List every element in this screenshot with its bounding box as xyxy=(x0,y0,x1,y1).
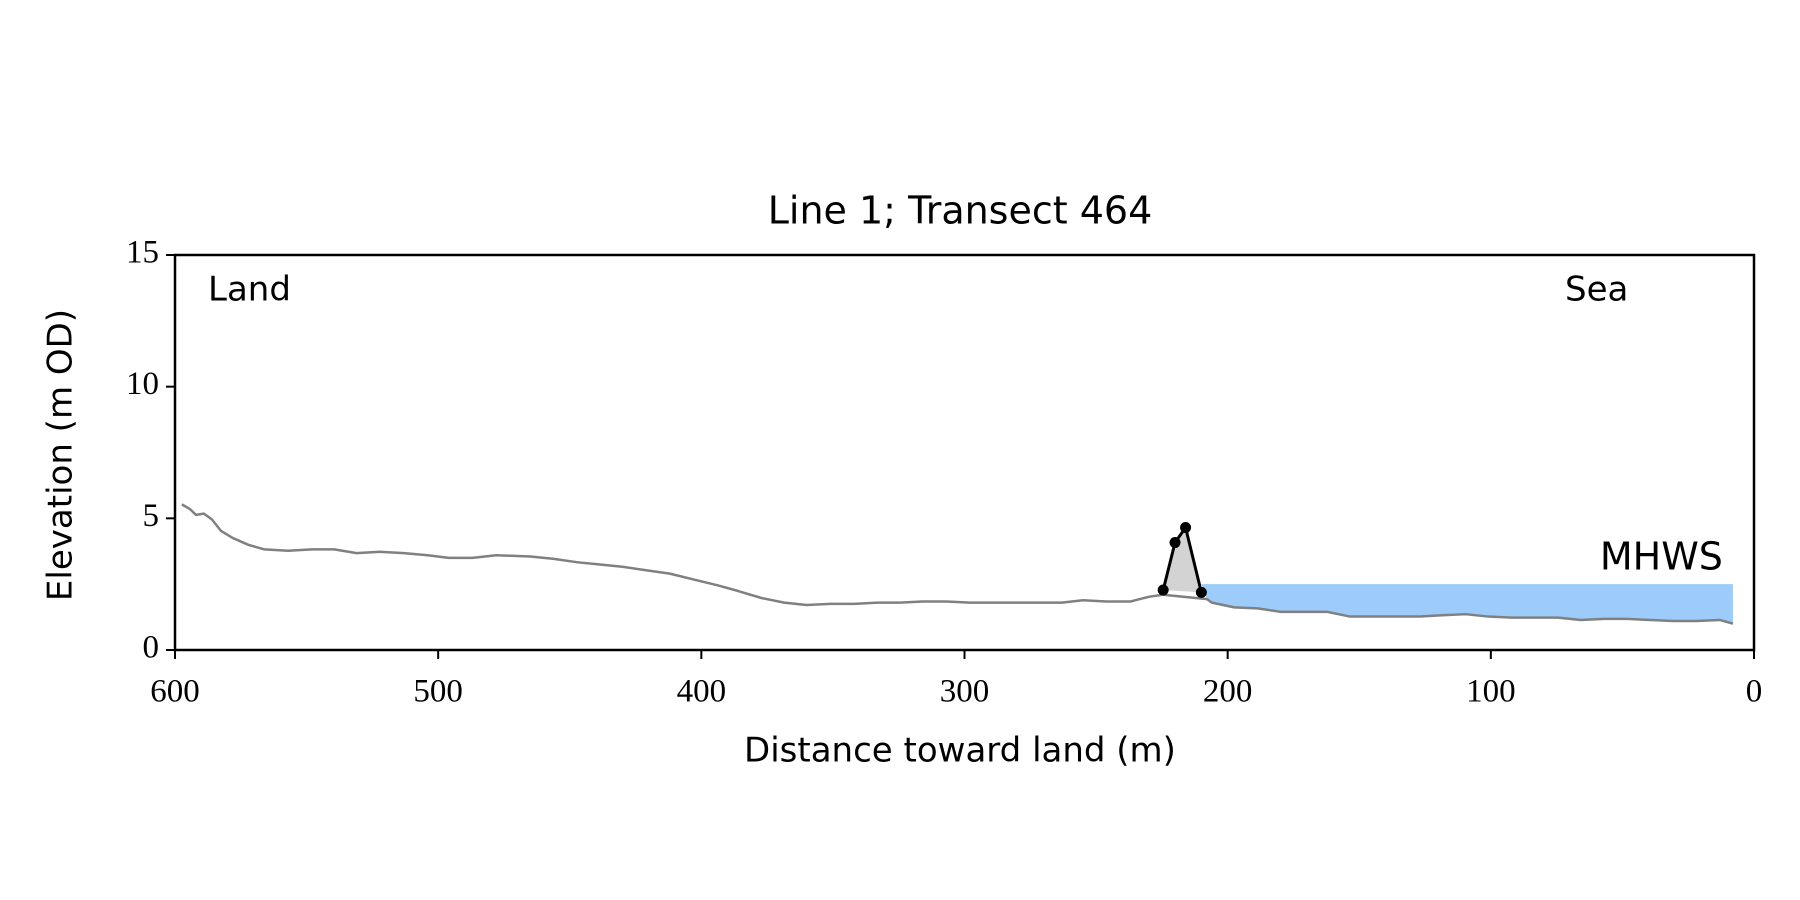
x-tick-label: 200 xyxy=(1203,674,1253,710)
x-tick-label: 300 xyxy=(940,674,990,710)
x-tick-label: 100 xyxy=(1466,674,1516,710)
y-tick-label: 15 xyxy=(126,235,159,271)
y-tick-label: 5 xyxy=(143,498,160,534)
dune-point xyxy=(1195,586,1207,598)
dune-point xyxy=(1169,537,1181,549)
x-tick-label: 0 xyxy=(1746,674,1763,710)
dune-point xyxy=(1157,584,1169,596)
y-tick-label: 10 xyxy=(126,366,159,402)
x-axis-label: Distance toward land (m) xyxy=(744,731,1176,771)
dune-line xyxy=(1161,526,1203,593)
y-axis-label: Elevation (m OD) xyxy=(41,309,81,601)
annotation: Sea xyxy=(1565,270,1628,310)
annotation: Land xyxy=(208,270,291,310)
dune-fill xyxy=(1163,527,1202,593)
dune-point xyxy=(1180,522,1192,534)
chart-title: Line 1; Transect 464 xyxy=(768,189,1153,233)
mhws-label: MHWS xyxy=(1600,535,1723,579)
profile-line xyxy=(181,503,1734,625)
y-tick-label: 0 xyxy=(143,630,160,666)
mhws-fill xyxy=(1201,584,1733,624)
x-tick-label: 500 xyxy=(413,674,463,710)
x-tick-label: 400 xyxy=(677,674,727,710)
x-tick-label: 600 xyxy=(150,674,200,710)
